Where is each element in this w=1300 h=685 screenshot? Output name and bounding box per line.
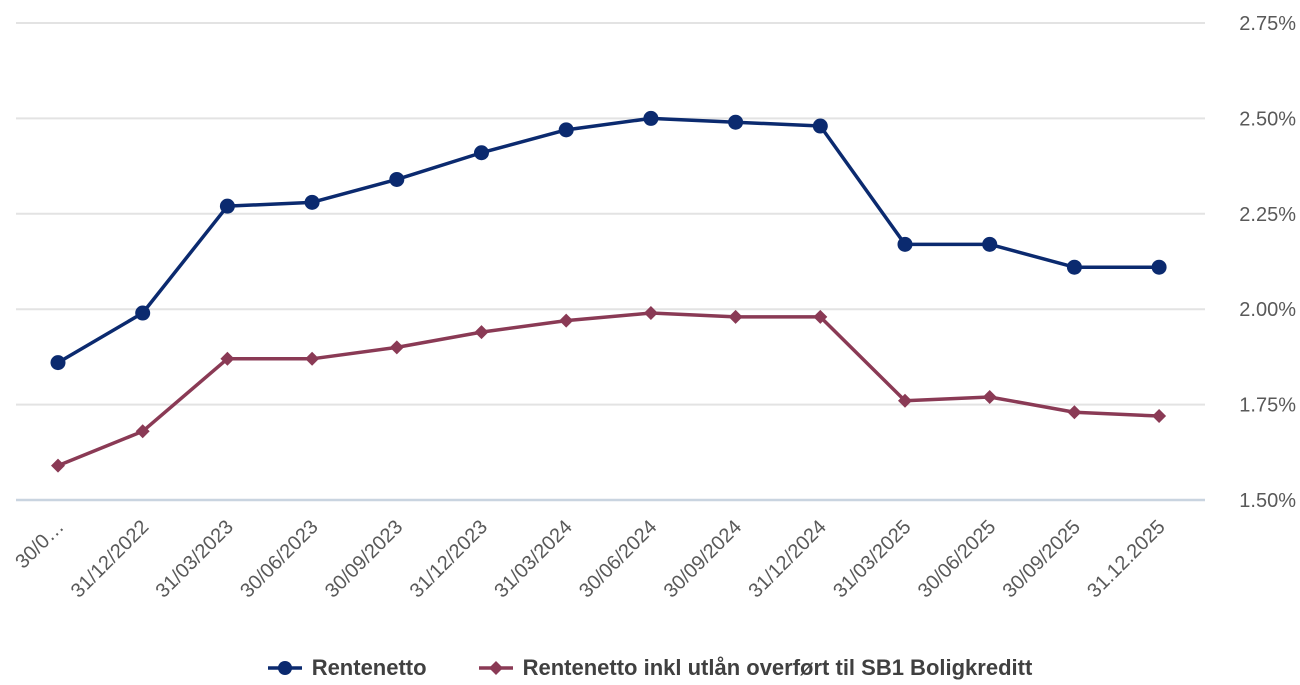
series-group bbox=[50, 110, 1167, 473]
x-tick-label: 31.12.2025 bbox=[1083, 516, 1169, 602]
series-2-point bbox=[898, 393, 912, 408]
series-2-point bbox=[135, 424, 150, 439]
series-1-point bbox=[135, 305, 151, 321]
series-2-point bbox=[643, 306, 658, 321]
series-2-point bbox=[559, 313, 574, 328]
series-1-point bbox=[219, 198, 235, 214]
series-1-point bbox=[558, 122, 574, 138]
y-axis-ticks: 1.50% 1.75% 2.00% 2.25% 2.50% 2.75% bbox=[1239, 13, 1296, 512]
legend-marker-diamond-icon bbox=[478, 661, 513, 675]
series-2-point bbox=[305, 351, 320, 366]
series-1-point bbox=[50, 355, 66, 371]
x-tick-label: 30/09/2023 bbox=[321, 516, 407, 602]
legend-marker-circle-icon bbox=[267, 661, 302, 675]
legend-item-series-2[interactable]: Rentenetto inkl utlån overført til SB1 B… bbox=[478, 655, 1033, 681]
legend-item-series-1[interactable]: Rentenetto bbox=[267, 655, 427, 681]
gridlines bbox=[16, 22, 1205, 502]
x-tick-label: 30/06/2023 bbox=[236, 516, 322, 602]
y-tick-label: 1.75% bbox=[1239, 395, 1296, 417]
x-tick-label: 31/12/2023 bbox=[406, 516, 492, 602]
x-tick-label: 31/12/2022 bbox=[67, 516, 153, 602]
series-2-point bbox=[982, 389, 997, 404]
series-1-point bbox=[474, 145, 489, 161]
legend-label-series-2: Rentenetto inkl utlån overført til SB1 B… bbox=[522, 655, 1033, 680]
series-2-point bbox=[51, 458, 65, 473]
x-tick-label: 31/12/2024 bbox=[744, 516, 830, 602]
x-axis-ticks: 30/0…31/12/202231/03/202330/06/202330/09… bbox=[11, 516, 1169, 602]
y-tick-label: 2.25% bbox=[1239, 204, 1296, 226]
x-tick-label: 31/03/2023 bbox=[152, 516, 238, 602]
series-1-point bbox=[982, 236, 998, 252]
x-tick-label: 30/09/2024 bbox=[660, 516, 746, 602]
series-2-point bbox=[389, 340, 404, 355]
x-tick-label: 30/06/2025 bbox=[914, 516, 1000, 602]
series-2-point bbox=[220, 351, 235, 366]
series-1-point bbox=[1066, 259, 1082, 275]
series-1-point bbox=[389, 171, 405, 187]
legend: Rentenetto Rentenetto inkl utlån overfør… bbox=[0, 655, 1300, 681]
x-tick-label: 30/06/2024 bbox=[575, 516, 661, 602]
y-tick-label: 1.50% bbox=[1239, 490, 1296, 512]
series-1-point bbox=[728, 114, 744, 130]
series-2-point bbox=[1152, 409, 1167, 424]
series-2-point bbox=[728, 309, 743, 324]
series-2-point bbox=[813, 309, 828, 324]
series-2-point bbox=[1067, 405, 1082, 420]
x-tick-label: 31/03/2025 bbox=[829, 516, 915, 602]
x-tick-label: 30/09/2025 bbox=[999, 516, 1085, 602]
series-1-point bbox=[304, 194, 320, 210]
series-1-point bbox=[643, 110, 659, 126]
series-1-point bbox=[1151, 259, 1167, 275]
series-1-line bbox=[57, 116, 1160, 365]
series-2-point bbox=[474, 325, 489, 340]
y-tick-label: 2.75% bbox=[1239, 13, 1296, 35]
x-tick-label: 30/0… bbox=[11, 516, 68, 573]
series-2-line bbox=[57, 311, 1160, 468]
series-1-point bbox=[897, 236, 913, 252]
legend-label-series-1: Rentenetto bbox=[311, 655, 427, 680]
y-tick-label: 2.00% bbox=[1239, 299, 1296, 321]
x-tick-label: 31/03/2024 bbox=[490, 516, 576, 602]
series-1-point bbox=[812, 118, 828, 134]
y-tick-label: 2.50% bbox=[1239, 108, 1296, 130]
line-chart: 1.50%1.75%2.00%2.25%2.50%2.75% 30/0…31/1… bbox=[11, 13, 1296, 602]
